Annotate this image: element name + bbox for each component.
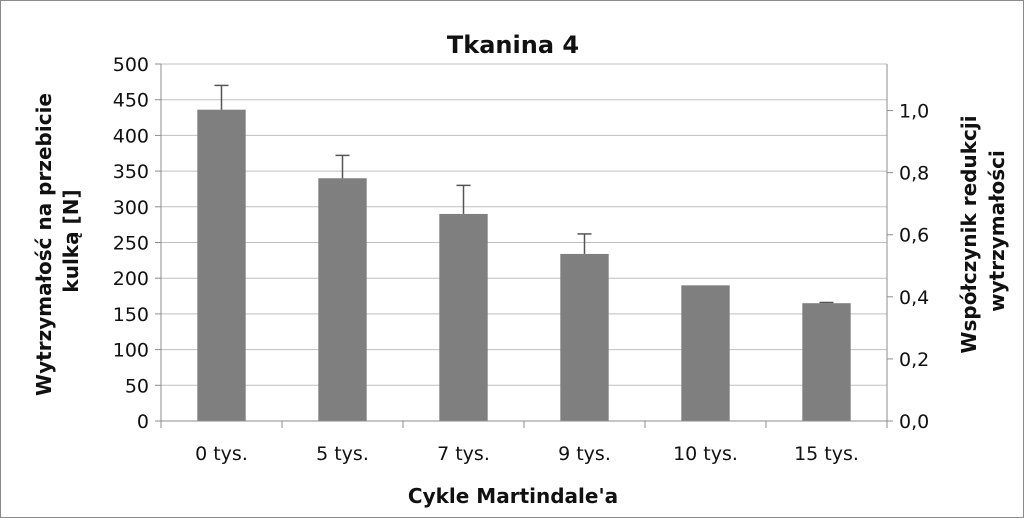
bars (197, 109, 851, 422)
y-tick-label: 250 (113, 233, 149, 255)
y2-axis-title-line-1: Współczynik redukcji (957, 115, 981, 353)
y2-tick-label: 0,2 (899, 349, 929, 371)
y2-tick-label: 0,6 (899, 225, 929, 247)
y-axis-title-line-2: kulką [N] (59, 189, 83, 292)
y-tick-label: 450 (113, 90, 149, 112)
y-tick-label: 500 (113, 54, 149, 76)
tick-labels: 0 50 100 150 200 250 300 350 400 450 500 0,0 0,2 0,4 0… (113, 54, 929, 465)
y-tick-label: 0 (137, 411, 149, 433)
y2-tick-label: 0,8 (899, 163, 929, 185)
y-tick-label: 350 (113, 161, 149, 183)
x-tick-label: 5 tys. (316, 443, 369, 465)
y-tick-label: 200 (113, 268, 149, 290)
y-tick-label: 300 (113, 197, 149, 219)
y2-axis-title-line-2: wytrzymałości (985, 150, 1009, 312)
y2-tick-label: 0,4 (899, 287, 929, 309)
bar (197, 109, 246, 422)
bar (560, 253, 609, 421)
x-tick-label: 10 tys. (673, 443, 738, 465)
x-tick-label: 0 tys. (195, 443, 248, 465)
axes (155, 63, 893, 428)
x-tick-label: 15 tys. (794, 443, 859, 465)
y-tick-label: 100 (113, 340, 149, 362)
x-tick-label: 9 tys. (558, 443, 611, 465)
bar (439, 213, 488, 421)
y-axis-title-line-1: Wytrzymałość na przebicie (32, 93, 56, 396)
bar (802, 303, 851, 421)
y-tick-label: 400 (113, 125, 149, 147)
y2-tick-label: 1,0 (899, 101, 929, 123)
x-axis-title: Cykle Martindale'a (408, 484, 618, 508)
y2-axis-title: Współczynik redukcji wytrzymałości (957, 108, 1009, 353)
gridlines (161, 63, 887, 386)
y-tick-label: 50 (125, 375, 149, 397)
y-axis-title: Wytrzymałość na przebicie kulką [N] (32, 86, 83, 396)
error-bars (214, 84, 834, 304)
y-tick-label: 150 (113, 304, 149, 326)
bar (318, 178, 367, 421)
bar (681, 285, 730, 421)
x-tick-label: 7 tys. (437, 443, 490, 465)
y2-tick-label: 0,0 (899, 411, 929, 433)
chart-title: Tkanina 4 (447, 31, 579, 59)
